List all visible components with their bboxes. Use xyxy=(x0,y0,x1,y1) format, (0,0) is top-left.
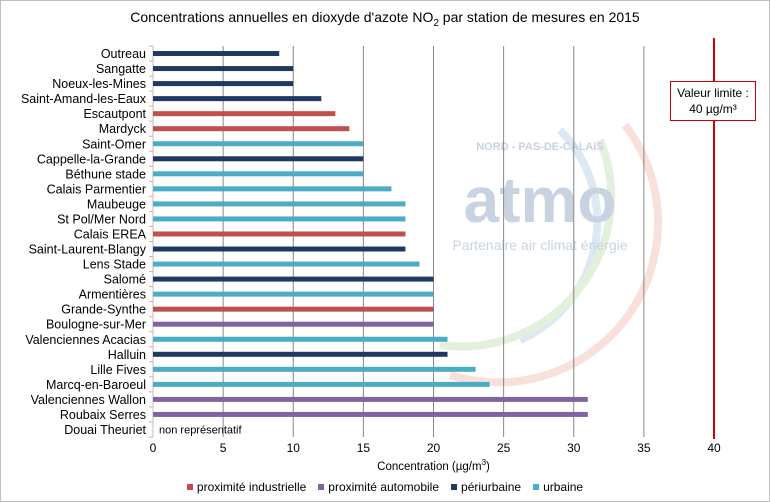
bar-Armentières xyxy=(153,291,434,297)
category-label: Escautpont xyxy=(83,107,146,121)
chart-title: Concentrations annuelles en dioxyde d'az… xyxy=(130,9,640,29)
watermark-arc-green xyxy=(439,138,616,351)
bar-Saint-Omer xyxy=(153,141,364,147)
x-axis-label: Concentration (µg/m3) xyxy=(377,458,490,473)
category-label: St Pol/Mer Nord xyxy=(57,212,146,226)
legend-swatch xyxy=(186,484,193,490)
bar-Maubeuge xyxy=(153,201,406,207)
category-label: Boulogne-sur-Mer xyxy=(46,318,146,332)
watermark-region: NORD - PAS-DE-CALAIS xyxy=(476,141,604,153)
bar-Outreau xyxy=(153,51,280,57)
bar-Roubaix Serres xyxy=(153,411,588,417)
bar-Saint-Laurent-Blangy xyxy=(153,246,406,252)
bar-Grande-Synthe xyxy=(153,306,434,312)
category-label: Valenciennes Acacias xyxy=(25,333,146,347)
category-label: Grande-Synthe xyxy=(61,303,146,317)
category-label: Outreau xyxy=(101,47,146,61)
legend-swatch xyxy=(318,484,325,490)
category-label: Roubaix Serres xyxy=(60,408,146,422)
bar-Boulogne-sur-Mer xyxy=(153,321,434,327)
bar-Halluin xyxy=(153,351,448,357)
legend-label: périurbaine xyxy=(461,480,522,494)
category-label: Sangatte xyxy=(96,62,146,76)
bar-Lens Stade xyxy=(153,261,420,267)
bar-Valenciennes Acacias xyxy=(153,336,448,342)
bar-Lille Fives xyxy=(153,366,476,372)
limit-label-line1: Valeur limite : xyxy=(677,86,749,100)
bar-Calais EREA xyxy=(153,231,406,237)
category-label: Douai Theuriet xyxy=(64,423,146,437)
legend-swatch xyxy=(451,484,458,490)
watermark-tagline: Partenaire air climat énergie xyxy=(452,237,627,253)
category-label: Béthune stade xyxy=(65,167,146,181)
category-label: Noeux-les-Mines xyxy=(52,77,146,91)
bar-Escautpont xyxy=(153,111,336,117)
x-tick-label: 0 xyxy=(150,441,157,455)
bar-Mardyck xyxy=(153,126,350,132)
category-label: Mardyck xyxy=(99,122,147,136)
bar-Valenciennes Wallon xyxy=(153,396,588,402)
category-label: Valenciennes Wallon xyxy=(31,393,146,407)
x-tick-label: 30 xyxy=(567,441,581,455)
watermark-arc-red xyxy=(448,122,663,387)
x-tick-label: 15 xyxy=(357,441,371,455)
x-tick-label: 40 xyxy=(707,441,721,455)
legend-swatch xyxy=(533,484,540,490)
category-label: Saint-Amand-les-Eaux xyxy=(21,92,147,106)
category-label: Saint-Laurent-Blangy xyxy=(29,243,147,257)
category-label: Lens Stade xyxy=(83,258,146,272)
bar-Saint-Amand-les-Eaux xyxy=(153,96,322,102)
category-label: Marcq-en-Baroeul xyxy=(46,378,146,392)
legend-item-industrielle: proximité industrielle xyxy=(186,480,307,494)
legend-item-periurbaine: périurbaine xyxy=(451,480,521,494)
bar-Salomé xyxy=(153,276,434,282)
legend-item-automobile: proximité automobile xyxy=(318,480,439,494)
category-label: Lille Fives xyxy=(90,363,146,377)
legend: proximité industrielle proximité automobi… xyxy=(0,479,770,494)
legend-item-urbaine: urbaine xyxy=(533,480,583,494)
bar-Calais Parmentier xyxy=(153,186,392,192)
bar-St Pol/Mer Nord xyxy=(153,216,406,222)
non-representative-note: non représentatif xyxy=(159,424,242,436)
category-label: Salomé xyxy=(104,273,146,287)
bar-Béthune stade xyxy=(153,171,364,177)
legend-label: proximité automobile xyxy=(328,480,440,494)
category-label: Saint-Omer xyxy=(82,137,146,151)
x-tick-label: 25 xyxy=(497,441,511,455)
watermark-logo: NORD - PAS-DE-CALAIS atmo Partenaire air… xyxy=(439,122,663,387)
category-label: Halluin xyxy=(108,348,146,362)
bar-Marcq-en-Baroeul xyxy=(153,381,490,387)
bar-Cappelle-la-Grande xyxy=(153,156,364,162)
category-label: Maubeuge xyxy=(87,197,146,211)
category-label: Calais Parmentier xyxy=(47,182,146,196)
legend-label: proximité industrielle xyxy=(196,480,307,494)
x-tick-label: 20 xyxy=(427,441,441,455)
category-label: Cappelle-la-Grande xyxy=(37,152,146,166)
limit-value-annotation: Valeur limite : 40 µg/m³ xyxy=(670,81,756,121)
category-label: Armentières xyxy=(79,288,146,302)
x-tick-label: 35 xyxy=(637,441,651,455)
bar-Noeux-les-Mines xyxy=(153,81,294,87)
bar-Sangatte xyxy=(153,66,294,72)
limit-label-line2: 40 µg/m³ xyxy=(689,102,737,116)
legend-label: urbaine xyxy=(543,480,584,494)
x-tick-label: 5 xyxy=(220,441,227,455)
x-tick-label: 10 xyxy=(287,441,301,455)
watermark-brand: atmo xyxy=(464,164,617,236)
category-label: Calais EREA xyxy=(74,227,147,241)
